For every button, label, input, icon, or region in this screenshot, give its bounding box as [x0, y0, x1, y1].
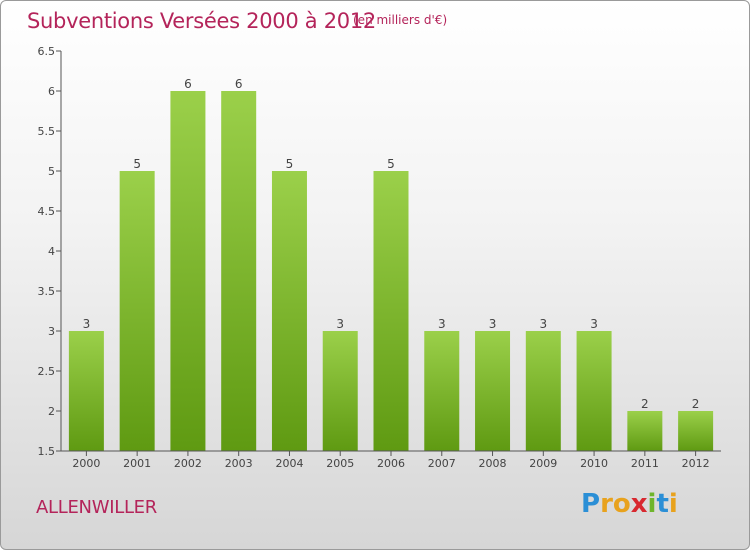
data-label: 6	[184, 77, 192, 91]
bar-2005	[322, 331, 358, 451]
bar-2000	[68, 331, 104, 451]
y-tick-label: 5.5	[38, 125, 56, 138]
logo-letter: i	[647, 489, 657, 519]
data-label: 3	[83, 317, 91, 331]
x-tick-label: 2008	[479, 457, 507, 470]
x-tick-label: 2000	[72, 457, 100, 470]
x-tick-label: 2009	[529, 457, 557, 470]
data-label: 2	[692, 397, 700, 411]
x-tick-label: 2007	[428, 457, 456, 470]
bar-2010	[576, 331, 612, 451]
y-tick-label: 4.5	[38, 205, 56, 218]
bar-2003	[221, 91, 257, 451]
logo-letter: P	[581, 489, 601, 519]
bar-2009	[525, 331, 561, 451]
data-label: 5	[387, 157, 395, 171]
x-tick-label: 2002	[174, 457, 202, 470]
data-label: 3	[489, 317, 497, 331]
y-tick-label: 6	[48, 85, 55, 98]
data-label: 2	[641, 397, 649, 411]
data-label: 5	[133, 157, 141, 171]
y-tick-label: 3.5	[38, 285, 56, 298]
x-tick-label: 2001	[123, 457, 151, 470]
x-tick-label: 2011	[631, 457, 659, 470]
data-label: 3	[438, 317, 446, 331]
x-tick-label: 2003	[225, 457, 253, 470]
x-tick-label: 2004	[275, 457, 303, 470]
data-label: 6	[235, 77, 243, 91]
bar-2007	[424, 331, 460, 451]
x-tick-label: 2012	[682, 457, 710, 470]
commune-name: ALLENWILLER	[36, 497, 157, 518]
bar-2004	[271, 171, 307, 451]
y-tick-label: 3	[48, 325, 55, 338]
x-tick-label: 2006	[377, 457, 405, 470]
bar-2012	[678, 411, 714, 451]
y-tick-label: 2.5	[38, 365, 56, 378]
chart-title: Subventions Versées 2000 à 2012	[27, 9, 376, 33]
proxiti-logo[interactable]: Proxiti	[581, 489, 678, 519]
bar-2008	[475, 331, 511, 451]
x-tick-label: 2005	[326, 457, 354, 470]
bar-2002	[170, 91, 206, 451]
logo-letter: t	[656, 489, 669, 519]
data-label: 3	[336, 317, 344, 331]
x-tick-label: 2010	[580, 457, 608, 470]
logo-letter: r	[600, 489, 613, 519]
y-tick-label: 1.5	[38, 445, 56, 458]
data-label: 5	[286, 157, 294, 171]
bar-2011	[627, 411, 663, 451]
bar-2001	[119, 171, 155, 451]
logo-letter: o	[612, 489, 631, 519]
y-tick-label: 6.5	[38, 45, 56, 58]
y-tick-label: 2	[48, 405, 55, 418]
logo-letter: i	[668, 489, 678, 519]
chart-subtitle: (en milliers d'€)	[353, 13, 448, 27]
data-label: 3	[590, 317, 598, 331]
y-tick-label: 4	[48, 245, 55, 258]
data-label: 3	[539, 317, 547, 331]
y-tick-label: 5	[48, 165, 55, 178]
logo-letter: x	[630, 489, 648, 519]
bar-2006	[373, 171, 409, 451]
